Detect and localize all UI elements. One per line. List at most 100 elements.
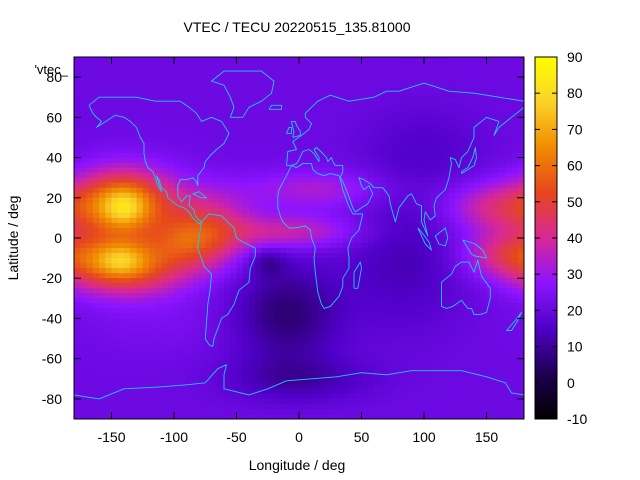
heatmap-cell (99, 403, 106, 410)
heatmap-cell (167, 368, 175, 375)
heatmap-cell (280, 278, 288, 284)
heatmap-cell (274, 338, 281, 345)
heatmap-cell (255, 283, 263, 289)
heatmap-cell (230, 62, 238, 68)
heatmap-cell (211, 207, 219, 214)
heatmap-cell (480, 132, 488, 139)
heatmap-cell (492, 283, 500, 289)
heatmap-cell (392, 82, 400, 88)
heatmap-cell (392, 212, 400, 219)
heatmap-cell (424, 343, 431, 350)
heatmap-cell (80, 278, 88, 284)
heatmap-cell (286, 353, 294, 360)
heatmap-cell (324, 278, 331, 284)
heatmap-cell (361, 383, 369, 390)
heatmap-cell (461, 97, 469, 103)
heatmap-cell (280, 393, 288, 400)
heatmap-cell (167, 172, 175, 179)
heatmap-cell (486, 137, 494, 144)
heatmap-cell (192, 127, 200, 134)
heatmap-cell (192, 263, 200, 269)
heatmap-cell (367, 172, 375, 179)
heatmap-cell (267, 152, 275, 159)
heatmap-cell (267, 298, 275, 304)
heatmap-cell (117, 328, 125, 335)
heatmap-cell (411, 268, 419, 274)
heatmap-cell (480, 338, 488, 345)
heatmap-cell (167, 202, 175, 209)
heatmap-cell (80, 298, 88, 304)
heatmap-cell (411, 373, 419, 380)
heatmap-cell (142, 227, 150, 234)
heatmap-cell (236, 152, 244, 159)
heatmap-cell (180, 117, 188, 123)
heatmap-cell (399, 363, 406, 370)
heatmap-cell (430, 303, 438, 309)
heatmap-cell (199, 268, 206, 274)
heatmap-cell (324, 343, 331, 350)
heatmap-cell (249, 177, 256, 184)
heatmap-cell (74, 172, 81, 179)
heatmap-cell (142, 298, 150, 304)
heatmap-cell (330, 278, 338, 284)
heatmap-cell (511, 348, 519, 355)
heatmap-cell (392, 363, 400, 370)
heatmap-cell (330, 353, 338, 360)
heatmap-cell (336, 368, 344, 375)
heatmap-cell (255, 268, 263, 274)
heatmap-cell (161, 353, 169, 360)
heatmap-cell (430, 368, 438, 375)
heatmap-cell (211, 348, 219, 355)
heatmap-cell (505, 192, 513, 199)
heatmap-cell (280, 112, 288, 118)
heatmap-cell (449, 177, 456, 184)
heatmap-cell (467, 273, 475, 279)
heatmap-cell (224, 288, 231, 294)
heatmap-cell (192, 122, 200, 128)
heatmap-cell (436, 298, 444, 304)
heatmap-cell (236, 338, 244, 345)
heatmap-cell (405, 107, 413, 113)
heatmap-cell (124, 288, 131, 294)
heatmap-cell (442, 378, 450, 385)
heatmap-cell (192, 328, 200, 335)
heatmap-cell (430, 353, 438, 360)
heatmap-cell (305, 398, 313, 405)
heatmap-cell (224, 117, 231, 123)
heatmap-cell (174, 298, 181, 304)
heatmap-cell (180, 157, 188, 164)
heatmap-cell (236, 248, 244, 254)
heatmap-cell (461, 323, 469, 330)
heatmap-cell (292, 333, 300, 340)
heatmap-cell (274, 147, 281, 154)
heatmap-cell (236, 222, 244, 229)
heatmap-cell (455, 298, 463, 304)
heatmap-cell (349, 383, 356, 390)
heatmap-cell (467, 268, 475, 274)
heatmap-cell (511, 243, 519, 249)
heatmap-cell (342, 268, 350, 274)
heatmap-cell (105, 172, 113, 179)
heatmap-cell (449, 248, 456, 254)
heatmap-cell (249, 253, 256, 259)
heatmap-cell (149, 182, 156, 189)
heatmap-cell (292, 187, 300, 194)
heatmap-cell (236, 62, 244, 68)
heatmap-cell (236, 293, 244, 299)
heatmap-cell (211, 263, 219, 269)
heatmap-cell (367, 253, 375, 259)
heatmap-cell (499, 338, 506, 345)
heatmap-cell (180, 368, 188, 375)
heatmap-cell (124, 177, 131, 184)
heatmap-cell (399, 167, 406, 174)
heatmap-cell (161, 388, 169, 395)
heatmap-cell (199, 313, 206, 320)
heatmap-cell (142, 383, 150, 390)
heatmap-cell (180, 343, 188, 350)
heatmap-cell (386, 227, 394, 234)
heatmap-cell (86, 238, 94, 244)
heatmap-cell (161, 227, 169, 234)
heatmap-cell (236, 238, 244, 244)
heatmap-cell (342, 122, 350, 128)
heatmap-cell (480, 263, 488, 269)
